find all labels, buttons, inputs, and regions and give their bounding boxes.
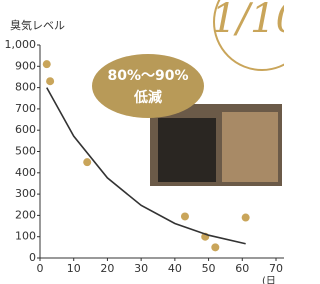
y-tick-label: 300 xyxy=(15,187,36,200)
callout-text: 80%～90% xyxy=(107,68,188,84)
point xyxy=(46,77,54,85)
x-tick-label: 50 xyxy=(202,262,216,275)
point xyxy=(181,212,189,220)
x-tick-label: 40 xyxy=(168,262,182,275)
y-tick-label: 400 xyxy=(15,166,36,179)
x-tick-label: 60 xyxy=(235,262,249,275)
y-tick-label: 0 xyxy=(29,251,36,264)
photo-detail xyxy=(158,118,216,182)
y-tick-label: 800 xyxy=(15,81,36,94)
badge-text: 1/10 xyxy=(211,0,284,42)
point xyxy=(242,214,250,222)
x-tick-label: 20 xyxy=(100,262,114,275)
callout-text: 低減 xyxy=(133,89,162,106)
y-tick-label: 900 xyxy=(15,59,36,72)
y-tick-label: 200 xyxy=(15,208,36,221)
y-tick-label: 700 xyxy=(15,102,36,115)
x-tick-label: 30 xyxy=(134,262,148,275)
y-axis-label: 臭気レベル xyxy=(10,18,65,32)
y-tick-label: 500 xyxy=(15,145,36,158)
chart: 1/10 臭気レベル (日 80%～90% 低減 010020030040050… xyxy=(0,0,284,284)
point xyxy=(211,243,219,251)
callout-bubble xyxy=(92,54,204,118)
y-tick-label: 600 xyxy=(15,123,36,136)
y-tick-label: 1,000 xyxy=(5,38,37,51)
y-tick-label: 100 xyxy=(15,230,36,243)
x-tick-label: 10 xyxy=(67,262,81,275)
x-tick-label: 0 xyxy=(37,262,44,275)
photo-detail xyxy=(222,112,278,182)
point xyxy=(43,60,51,68)
point xyxy=(83,158,91,166)
x-axis-label: (日 xyxy=(262,276,276,284)
x-tick-label: 70 xyxy=(269,262,283,275)
